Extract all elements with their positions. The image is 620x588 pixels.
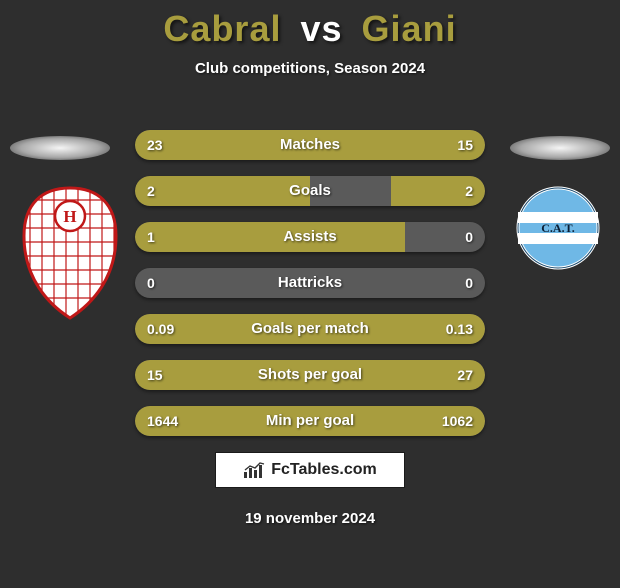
atletico-tucuman-crest-icon: C.A.T. [516,186,600,270]
huracan-crest-icon: H [20,186,120,322]
player1-name: Cabral [163,8,281,49]
stat-row: 10Assists [135,222,485,252]
branding-chart-icon [243,461,267,479]
stat-label: Assists [135,222,485,252]
player2-name: Giani [362,8,457,49]
stat-label: Matches [135,130,485,160]
svg-text:C.A.T.: C.A.T. [541,221,574,235]
stat-label: Min per goal [135,406,485,436]
stat-label: Shots per goal [135,360,485,390]
stat-label: Goals [135,176,485,206]
huracan-crest: H [20,186,120,327]
stat-row: 2315Matches [135,130,485,160]
crest-shadow-left [10,136,110,160]
vs-text: vs [300,8,342,49]
stat-row: 16441062Min per goal [135,406,485,436]
stat-row: 00Hattricks [135,268,485,298]
stat-row: 22Goals [135,176,485,206]
svg-text:H: H [63,207,76,226]
atletico-tucuman-crest: C.A.T. [516,186,600,275]
stats-table: 2315Matches 22Goals 10Assists 00Hattricks 0.… [135,130,485,452]
stat-row: 1527Shots per goal [135,360,485,390]
comparison-title: Cabral vs Giani [0,8,620,50]
stat-label: Goals per match [135,314,485,344]
stat-row: 0.090.13Goals per match [135,314,485,344]
subtitle: Club competitions, Season 2024 [0,60,620,77]
crest-shadow-right [510,136,610,160]
stat-label: Hattricks [135,268,485,298]
date-text: 19 november 2024 [0,510,620,527]
branding-badge: FcTables.com [215,452,405,488]
branding-text: FcTables.com [271,461,377,479]
